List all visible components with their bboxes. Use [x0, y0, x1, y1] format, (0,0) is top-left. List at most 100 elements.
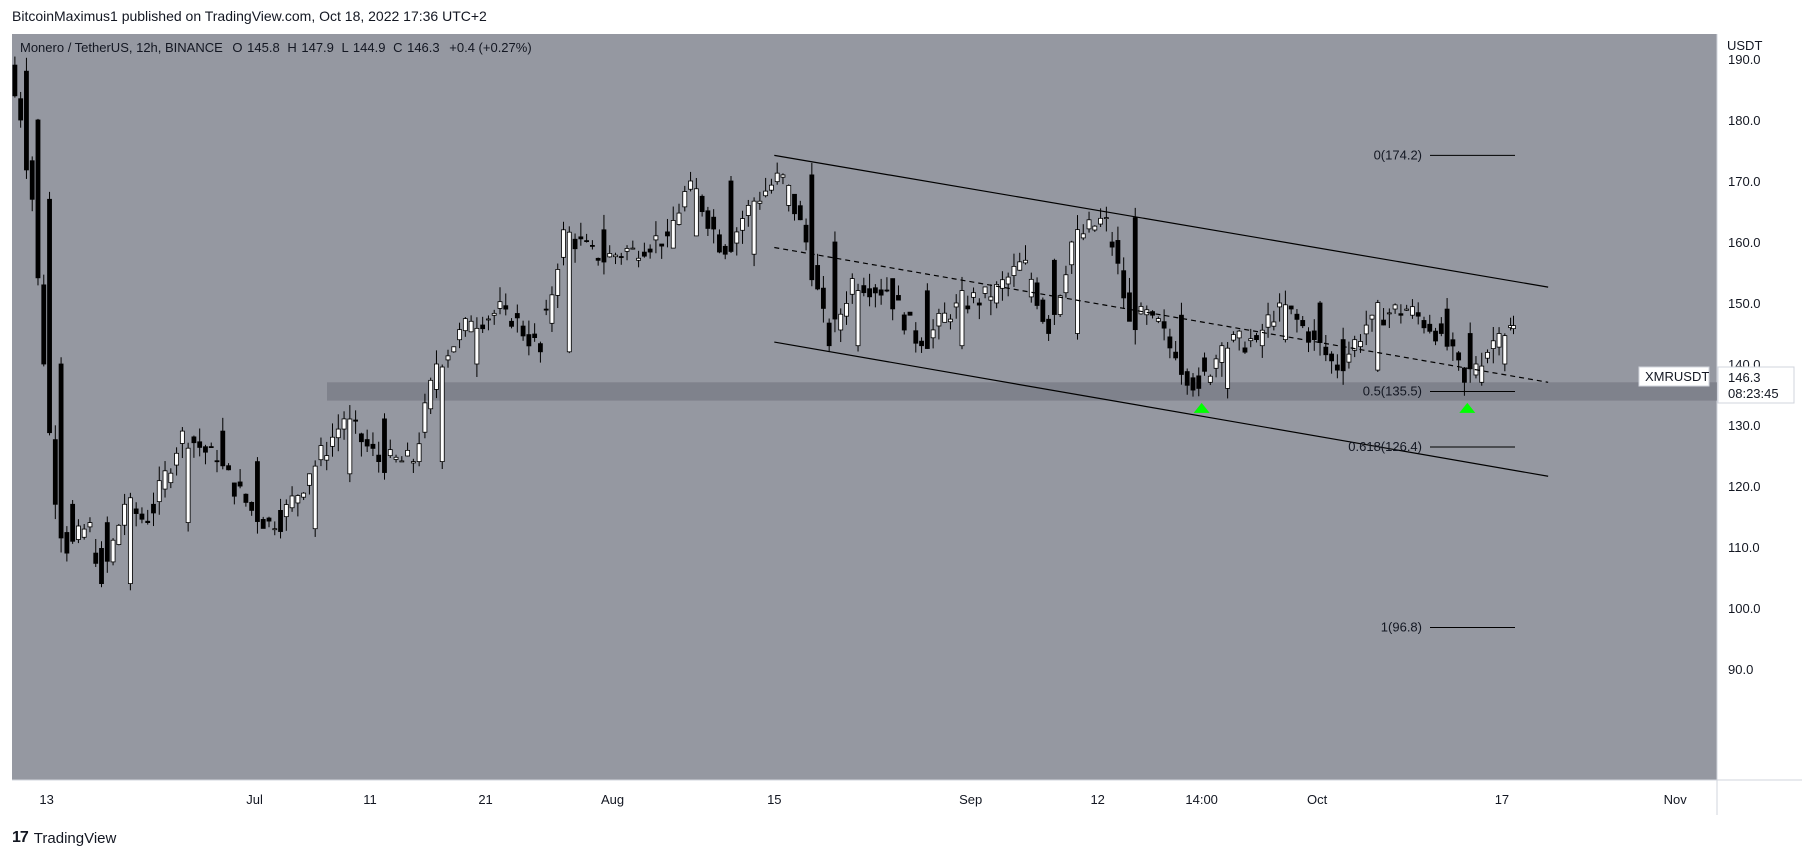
candle-body-down [711, 216, 717, 230]
candle [693, 177, 699, 237]
candle-body-down [1242, 347, 1248, 353]
candle [1277, 293, 1283, 322]
candle-body-up [1103, 217, 1109, 220]
plot-background [12, 34, 1717, 780]
candle-body-down [52, 439, 58, 505]
candle [1121, 257, 1127, 309]
candle [318, 437, 324, 467]
candle [745, 199, 751, 227]
candle [815, 253, 821, 291]
candle-body-down [1190, 377, 1196, 391]
candle-body-down [832, 241, 838, 320]
candle-body-up [555, 269, 561, 296]
candle [451, 346, 457, 353]
candle-body-up [549, 294, 555, 324]
candle-body-down [139, 513, 145, 520]
candle [1202, 352, 1207, 376]
candle-body-down [203, 446, 208, 453]
candle [948, 314, 953, 330]
legend-low-label: L [342, 40, 349, 55]
candle-body-down [99, 548, 104, 584]
time-tick-label: Sep [959, 792, 982, 807]
candle [387, 439, 393, 458]
candle [1184, 368, 1190, 395]
candle [347, 405, 353, 483]
candle [145, 509, 151, 525]
candle-body-up [745, 204, 751, 216]
candle [855, 283, 861, 352]
candle-body-up [740, 218, 745, 231]
price-tick-label: 180.0 [1728, 113, 1761, 128]
channel-lower-line[interactable] [774, 341, 1549, 477]
legend-high-value: 147.9 [301, 40, 334, 55]
channel-upper-line[interactable] [774, 154, 1549, 288]
candle [543, 299, 549, 316]
candle [58, 357, 64, 553]
candle-body-down [243, 493, 249, 503]
candle [1363, 310, 1369, 346]
candle-body-down [255, 461, 260, 522]
candle-body-up [838, 313, 844, 331]
candle [1352, 335, 1358, 358]
price-axis-background [1717, 34, 1802, 780]
candle-body-up [676, 212, 682, 225]
candle-body-up [457, 329, 462, 341]
legend-high-label: H [287, 40, 296, 55]
footer: 17 TradingView [12, 829, 116, 847]
candle [260, 516, 266, 529]
candle-body-up [1392, 304, 1398, 310]
candle-body-down [728, 180, 734, 252]
candle [1254, 332, 1259, 343]
price-tick-label: 100.0 [1728, 601, 1761, 616]
candle-body-down [1115, 240, 1121, 264]
candle [295, 494, 301, 517]
price-tick-label: 150.0 [1728, 296, 1761, 311]
candle [665, 218, 670, 248]
candle [1075, 215, 1080, 340]
time-tick-label: Oct [1307, 792, 1328, 807]
candle [1109, 231, 1115, 256]
candle [1023, 245, 1028, 265]
time-tick-label: 17 [1495, 792, 1509, 807]
candle [283, 499, 289, 531]
candle-body-up [76, 525, 81, 540]
candle-body-up [1363, 324, 1369, 335]
channel-middle-line[interactable] [774, 246, 1549, 383]
time-axis-background [12, 780, 1802, 815]
candle [122, 493, 128, 536]
candle-body-down [104, 522, 110, 562]
candle-body-up [994, 284, 1000, 304]
candle-body-up [1063, 274, 1069, 294]
candle [988, 284, 994, 316]
legend-low-value: 144.9 [353, 40, 386, 55]
candle-body-down [370, 443, 376, 449]
candle [959, 276, 965, 350]
candle [1155, 316, 1161, 324]
candle [1329, 351, 1334, 374]
candle [307, 473, 312, 495]
candle [266, 516, 272, 528]
candle-body-down [647, 248, 653, 253]
candle [763, 177, 769, 198]
candle [607, 245, 613, 258]
candle [185, 442, 191, 532]
candle [162, 461, 168, 498]
time-tick-label: 11 [363, 792, 377, 807]
legend-symbol: Monero / TetherUS, 12h, BINANCE [20, 40, 223, 55]
time-tick-label: 13 [39, 792, 53, 807]
candle-body-up [1410, 306, 1415, 316]
candle-body-down [919, 340, 924, 347]
candle [1086, 211, 1092, 233]
candle-body-down [665, 231, 670, 237]
candle [1173, 340, 1179, 361]
candle-body-down [18, 98, 24, 121]
candle [1282, 290, 1288, 343]
price-tag-value: 146.3 [1728, 370, 1761, 385]
price-chart[interactable]: 0(174.2) 0.5(135.5) 0.618(126.4) 1(96.8) Mo… [12, 34, 1802, 815]
legend-open-value: 145.8 [247, 40, 280, 55]
candle-body-up [1086, 219, 1092, 230]
candle-body-down [1438, 323, 1444, 334]
up-arrow-marker [1459, 402, 1476, 413]
candle [589, 240, 595, 250]
candle-body-up [1000, 279, 1005, 289]
